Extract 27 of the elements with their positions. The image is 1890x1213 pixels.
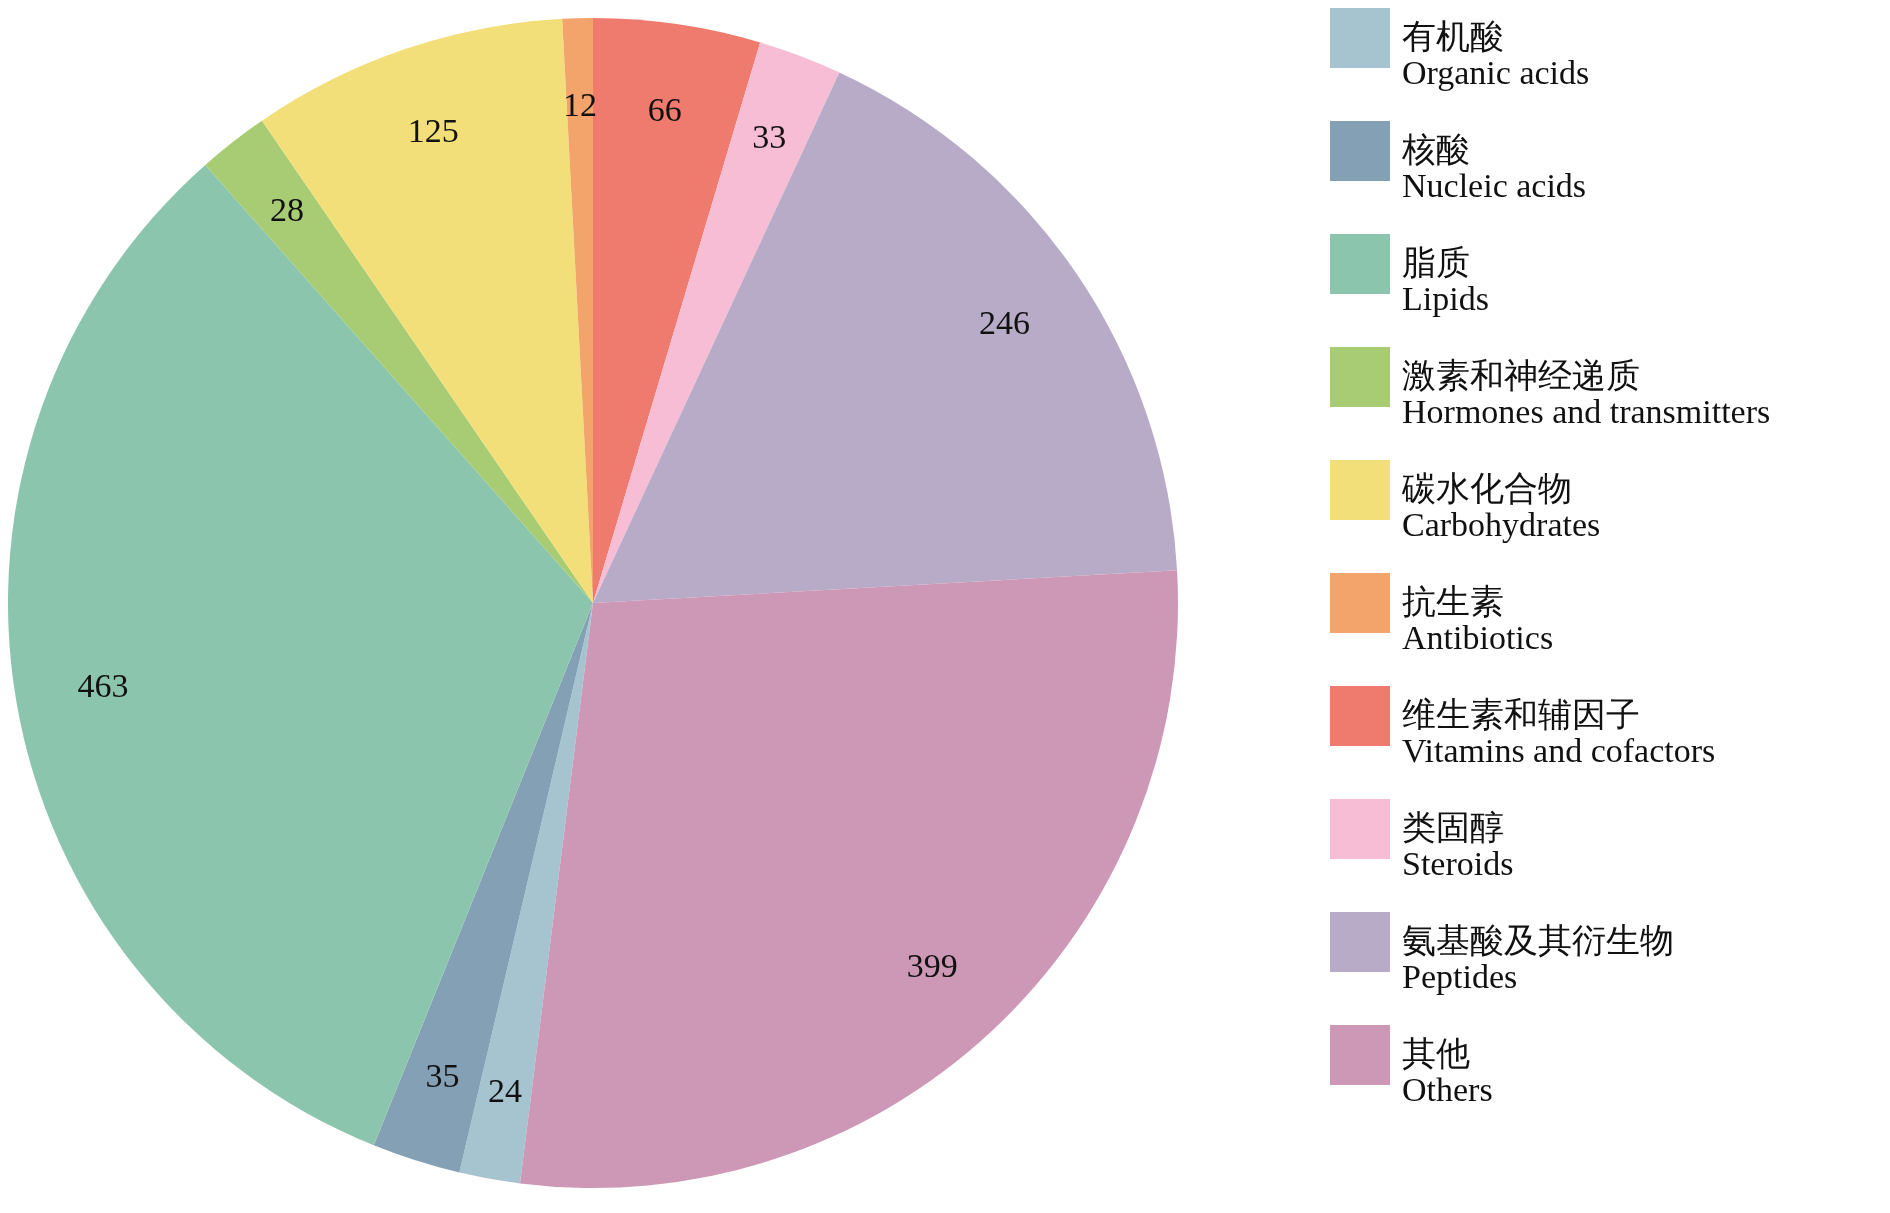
pie-slice: [261, 18, 593, 603]
legend-label: 碳水化合物 Carbohydrates: [1401, 470, 1601, 543]
data-label: 12: [562, 85, 597, 123]
data-label: 246: [979, 303, 1030, 341]
legend-label: 抗生素 Antibiotics: [1402, 583, 1554, 656]
data-label: 28: [269, 191, 304, 229]
pie-slice: [8, 164, 593, 1146]
legend-label: 激素和神经递质 Hormones and transmitters: [1402, 357, 1771, 430]
data-label: 35: [425, 1056, 460, 1094]
pie-slice: [593, 72, 1178, 603]
pie-slice: [373, 603, 593, 1173]
legend-label: 维生素和辅因子 Vitamins and cofactors: [1402, 696, 1716, 769]
data-label: 463: [77, 667, 129, 705]
pie-slice: [459, 603, 593, 1184]
data-label: 24: [488, 1072, 523, 1110]
legend-label: 核酸 Nucleic acids: [1401, 131, 1587, 204]
legend-label: 脂质 Lipids: [1402, 244, 1489, 317]
legend-label: 其他 Others: [1402, 1035, 1493, 1108]
legend-label: 氨基酸及其衍生物 Peptides: [1402, 922, 1674, 995]
legend-label: 有机酸 Organic acids: [1402, 18, 1590, 91]
pie-slice: [593, 42, 840, 603]
legend-label: 类固醇 Steroids: [1402, 809, 1514, 882]
pie-slice: [205, 120, 593, 603]
data-label: 33: [752, 118, 787, 156]
data-label: 399: [906, 946, 958, 984]
data-label: 66: [647, 90, 682, 128]
data-label: 125: [407, 112, 459, 150]
